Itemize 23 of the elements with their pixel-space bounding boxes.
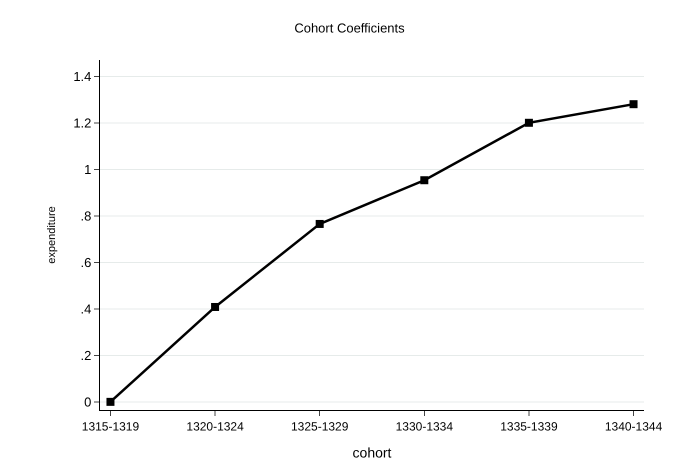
- y-tick-label: .6: [80, 254, 92, 270]
- y-axis-title: expenditure: [46, 206, 58, 264]
- y-tick-label: .2: [80, 348, 92, 363]
- point: [211, 302, 220, 311]
- point: [420, 176, 428, 184]
- x-axis-title: cohort: [352, 444, 392, 461]
- point: [630, 100, 638, 108]
- chart-title: Cohort Coefficients: [294, 20, 406, 36]
- point: [524, 118, 533, 127]
- y-tick-label: .4: [80, 301, 92, 316]
- x-tick-label: 1315-1319: [82, 419, 140, 434]
- point: [106, 398, 114, 406]
- x-tick-label: 1325-1329: [290, 419, 349, 434]
- x-tick-label: 1335-1339: [500, 419, 558, 434]
- y-tick-label: .8: [80, 208, 92, 224]
- point: [316, 220, 324, 228]
- x-tick-label: 1320-1324: [186, 419, 244, 434]
- y-tick-label: 1.4: [73, 68, 92, 84]
- x-tick-label: 1340-1344: [604, 419, 663, 434]
- y-tick-label: 0: [84, 394, 92, 410]
- y-tick-label: 1: [84, 162, 92, 177]
- y-tick-label: 1.2: [73, 115, 92, 130]
- x-tick-label: 1330-1334: [396, 419, 454, 434]
